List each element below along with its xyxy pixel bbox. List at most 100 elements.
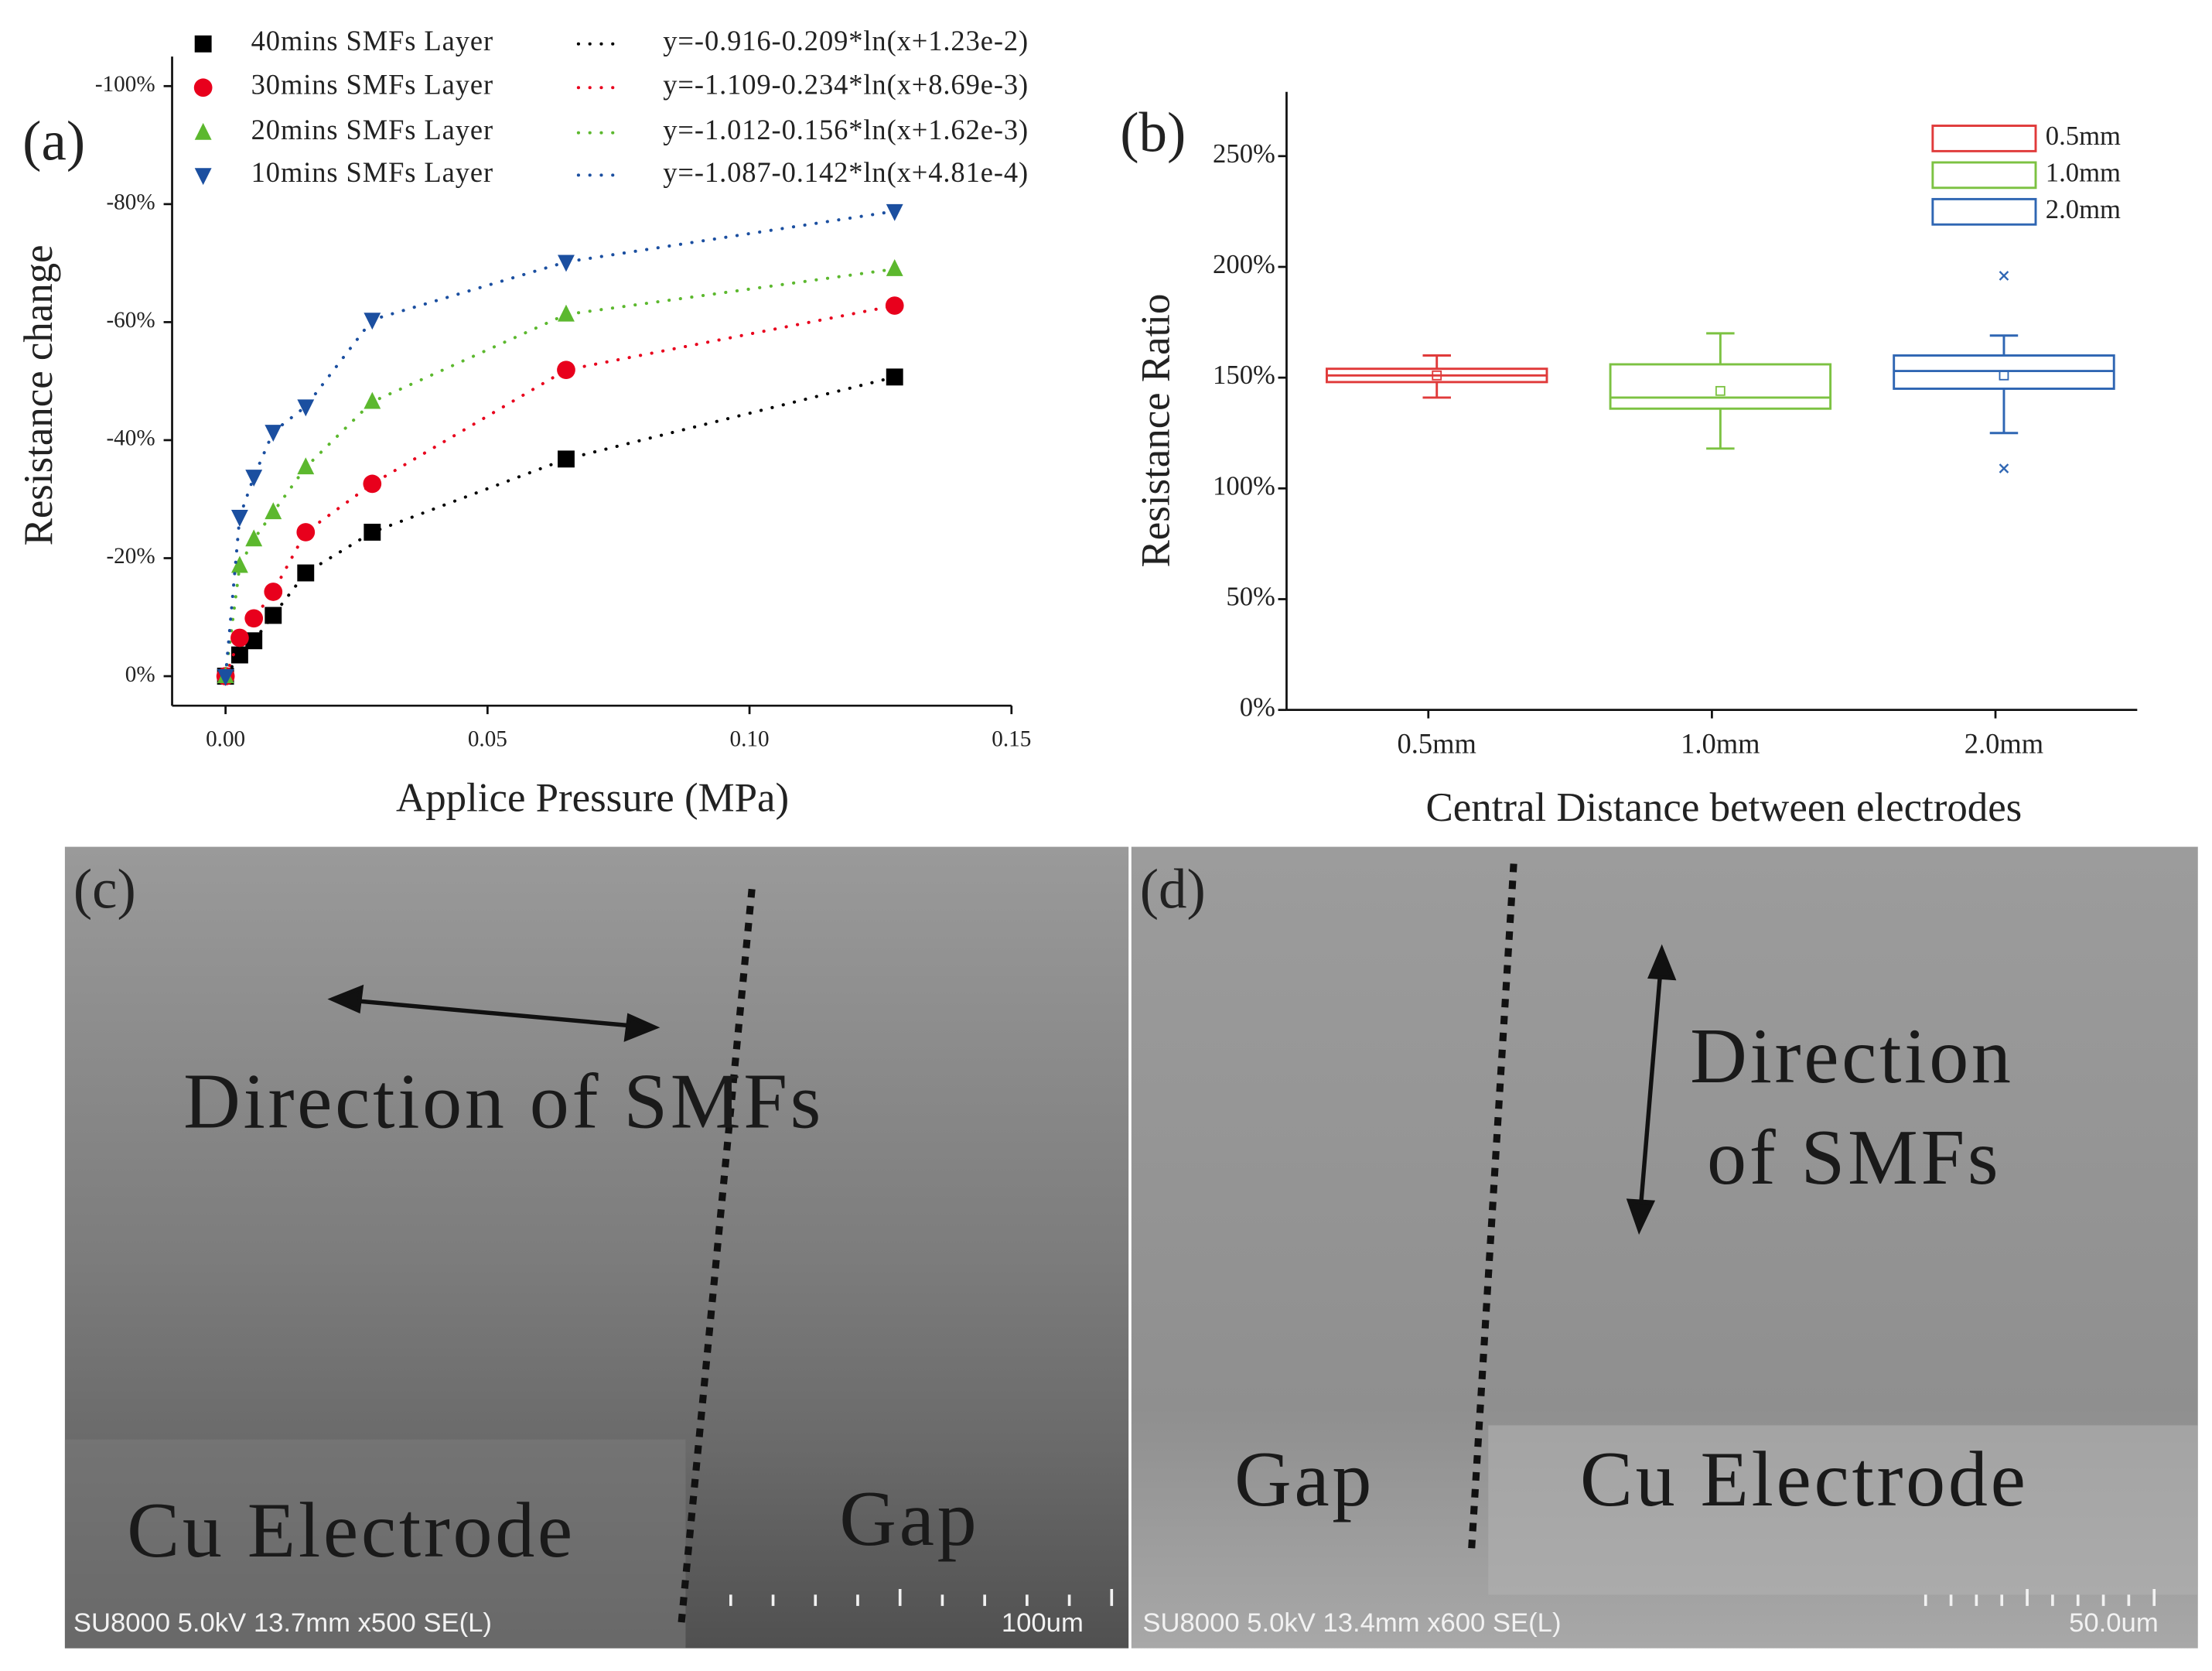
y-tick-label: 50%: [1226, 582, 1275, 611]
y-tick-label: 150%: [1213, 361, 1275, 390]
point: [364, 524, 381, 541]
x-tick-label: 0.5mm: [1398, 728, 1476, 759]
annotation: Gap: [1234, 1436, 1374, 1523]
y-tick-label: -100%: [95, 72, 155, 97]
legend-label: 30mins SMFs Layer: [251, 70, 493, 101]
x-axis-title: Applice Pressure (MPa): [396, 775, 789, 820]
point: [297, 457, 315, 475]
legend-fit: y=-1.109-0.234*ln(x+8.69e-3): [663, 70, 1029, 101]
y-tick-label: 0%: [1240, 693, 1275, 723]
y-axis-title: Resistance Ratio: [1133, 294, 1178, 568]
image-info: SU8000 5.0kV 13.7mm x500 SE(L): [73, 1608, 492, 1638]
gap-boundary: [1467, 863, 1517, 1553]
y-axis-title: Resistance change: [16, 244, 61, 545]
point: [265, 425, 282, 443]
point: [265, 607, 282, 624]
point: [230, 646, 248, 664]
legend-marker: [193, 78, 213, 97]
panel-label: (d): [1140, 857, 1206, 920]
point: [244, 609, 264, 628]
point: [245, 529, 263, 547]
point: [245, 632, 263, 650]
point: [264, 583, 283, 601]
x-axis-title: Central Distance between electrodes: [1426, 785, 2023, 830]
annotation: Gap: [839, 1475, 979, 1563]
y-tick-label: 0%: [125, 662, 155, 687]
mean: [1432, 370, 1442, 381]
point: [886, 203, 903, 221]
point: [245, 470, 263, 487]
outlier: [1999, 271, 2009, 281]
legend-marker: [194, 35, 212, 53]
point: [557, 361, 575, 380]
legend-fit: y=-1.012-0.156*ln(x+1.62e-3): [663, 114, 1029, 145]
panel-label: (c): [73, 857, 136, 920]
y-tick-label: -40%: [106, 426, 155, 451]
point: [558, 304, 575, 322]
point: [558, 255, 575, 272]
point: [363, 474, 382, 494]
y-tick-label: 200%: [1213, 250, 1275, 279]
y-tick-label: 250%: [1213, 139, 1275, 169]
point: [297, 564, 315, 582]
y-tick-label: -80%: [106, 190, 155, 215]
x-tick-label: 2.0mm: [1965, 728, 2043, 759]
point: [265, 502, 282, 520]
point: [230, 628, 249, 648]
electrode-region: [1488, 1425, 2198, 1595]
scale-label: 50.0um: [2069, 1608, 2159, 1638]
legend-swatch: [1931, 197, 2037, 226]
scale-label: 100um: [1002, 1608, 1084, 1638]
legend-label: 2.0mm: [2046, 195, 2121, 224]
x-tick-label: 1.0mm: [1681, 728, 1760, 759]
x-tick-label: 0.10: [730, 726, 770, 751]
gap-boundary: [678, 888, 756, 1624]
mean: [1715, 385, 1726, 396]
x-tick-label: 0.15: [992, 726, 1031, 751]
point: [558, 450, 575, 468]
outlier: [1999, 463, 2009, 473]
y-tick-label: 100%: [1213, 471, 1275, 501]
legend-marker: [194, 168, 212, 186]
point: [296, 523, 316, 542]
legend-fit: y=-1.087-0.142*ln(x+4.81e-4): [663, 157, 1029, 188]
point: [217, 668, 234, 686]
legend-label: 0.5mm: [2046, 121, 2121, 151]
panel-label: (a): [22, 110, 85, 173]
legend-fit: y=-0.916-0.209*ln(x+1.23e-2): [663, 26, 1029, 56]
legend-label: 20mins SMFs Layer: [251, 114, 493, 145]
fit-curve: [224, 304, 896, 678]
legend-label: 1.0mm: [2046, 158, 2121, 187]
point: [364, 391, 381, 409]
x-tick-label: 0.05: [468, 726, 507, 751]
annotation: Cu Electrode: [1580, 1436, 2029, 1523]
panel-label: (b): [1120, 101, 1186, 164]
fit-curve: [224, 375, 896, 678]
x-tick-label: 0.00: [206, 726, 245, 751]
y-tick-label: -60%: [106, 308, 155, 333]
point: [230, 555, 248, 573]
mean: [1999, 370, 2009, 381]
image-info: SU8000 5.0kV 13.4mm x600 SE(L): [1142, 1608, 1561, 1638]
electrode-region: [64, 1439, 686, 1649]
legend-label: 10mins SMFs Layer: [251, 157, 493, 188]
direction-arrow: [327, 984, 661, 1042]
point: [885, 296, 904, 315]
fit-curve: [224, 209, 896, 678]
point: [364, 313, 381, 330]
legend-swatch: [1931, 125, 2037, 152]
annotation: Direction: [1690, 1013, 2014, 1100]
annotation: Direction of SMFs: [183, 1058, 824, 1145]
annotation: of SMFs: [1707, 1114, 2001, 1201]
direction-arrow: [1626, 944, 1677, 1235]
annotation: Cu Electrode: [127, 1487, 575, 1574]
legend-swatch: [1931, 161, 2037, 190]
fit-curve: [224, 267, 896, 678]
box: [1609, 363, 1832, 410]
legend-marker: [194, 122, 212, 140]
point: [297, 399, 315, 417]
point: [886, 258, 903, 276]
point: [886, 368, 903, 386]
point: [230, 509, 248, 527]
